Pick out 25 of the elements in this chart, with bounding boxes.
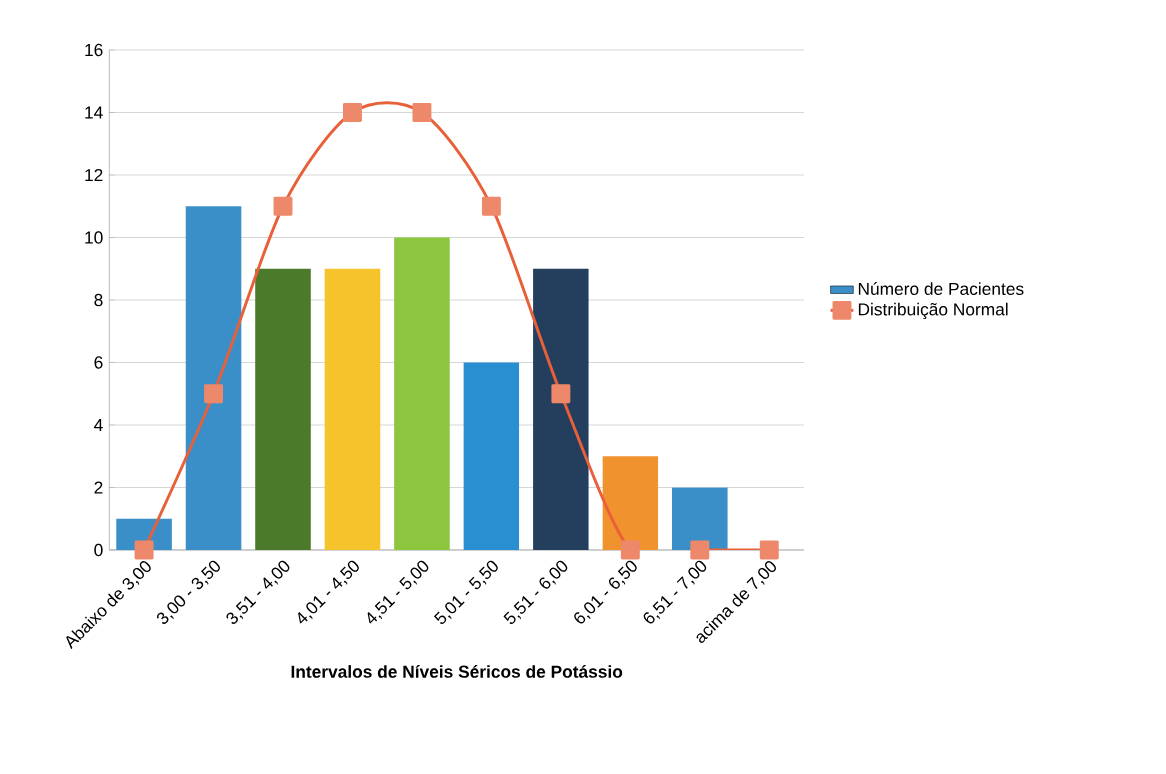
y-tick-label: 0 [94,543,103,557]
bar [185,206,242,550]
bar [602,456,659,550]
y-tick-label: 4 [94,419,103,431]
bar [324,268,381,550]
legend-label: Distribuição Normal [858,302,1008,319]
x-tick-label: 5,51 - 6,00 [503,560,568,624]
bar [255,268,311,550]
bar [463,362,520,550]
y-tick-label: 12 [85,168,103,182]
y-tick-label: 14 [85,106,103,119]
bar [394,237,450,550]
y-tick-label: 2 [94,481,103,494]
bar [672,487,728,550]
x-tick-label: 4,01 - 4,50 [298,560,359,624]
y-tick-label: 6 [94,356,103,369]
x-tick-label: 6,51 - 7,00 [643,560,707,624]
x-tick-label: 3,51 - 4,00 [226,560,290,624]
x-axis-title: Intervalos de Níveis Séricos de Potássio [291,664,623,678]
legend-label: Número de Pacientes [858,282,1024,295]
x-tick-label: 6,01 - 6,50 [574,560,637,624]
y-tick-label: 16 [85,43,103,57]
y-tick-label: 8 [94,293,103,307]
bar [533,268,589,550]
y-tick-label: 10 [85,231,103,244]
